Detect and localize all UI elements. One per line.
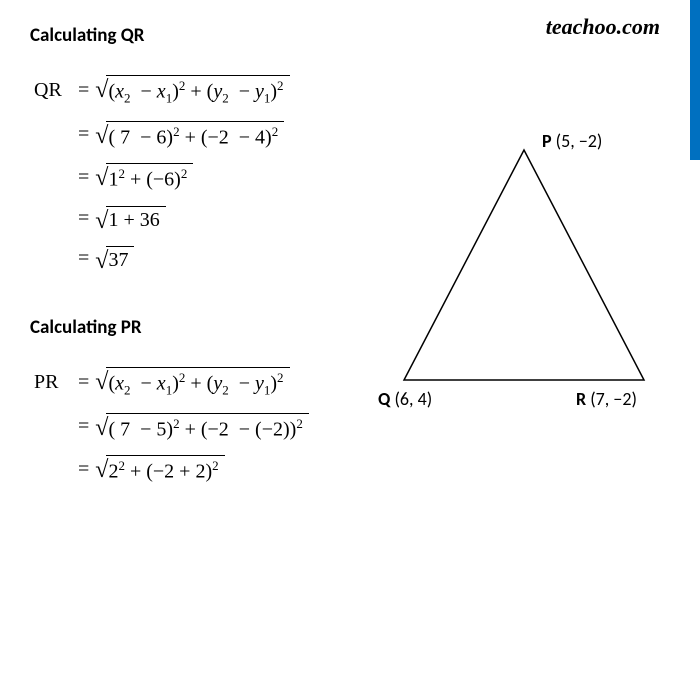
radical-icon: √ [95,370,108,402]
radical-icon: √ [95,416,108,445]
sqrt-expr: √ 22 + (−2 + 2)2 [95,455,224,484]
radicand: (x2 − x1)2 + (y2 − y1)2 [106,75,289,107]
triangle-svg [384,130,664,420]
vertex-coords: (7, −2) [590,388,637,410]
triangle-diagram: P (5, −2) Q (6, 4) R (7, −2) [384,130,664,420]
site-logo: teachoo.com [546,14,660,40]
triangle-shape [404,150,644,380]
sqrt-expr: √ 37 [95,246,134,272]
pr-lhs: PR [34,371,78,394]
equals-sign: = [78,79,89,102]
equals-sign: = [78,371,89,394]
radicand: 22 + (−2 + 2)2 [106,455,224,484]
radical-icon: √ [95,124,108,153]
equals-sign: = [78,207,89,230]
sqrt-expr: √ 12 + (−6)2 [95,163,193,192]
sqrt-expr: √ ( 7 − 5)2 + (−2 − (−2))2 [95,413,309,442]
vertex-label-q: Q (6, 4) [378,388,432,410]
radical-icon: √ [95,209,108,235]
sqrt-expr: √ ( 7 − 6)2 + (−2 − 4)2 [95,121,284,150]
vertex-letter: R [576,388,586,410]
equals-sign: = [78,458,89,481]
equals-sign: = [78,123,89,146]
equals-sign: = [78,415,89,438]
sqrt-expr: √ (x2 − x1)2 + (y2 − y1)2 [95,367,289,399]
radicand: ( 7 − 6)2 + (−2 − 4)2 [106,121,284,150]
side-tab [690,0,700,160]
radicand: 12 + (−6)2 [106,163,193,192]
equals-sign: = [78,247,89,270]
radicand: (x2 − x1)2 + (y2 − y1)2 [106,367,289,399]
equals-sign: = [78,166,89,189]
radical-icon: √ [95,249,108,275]
pr-line-3: = √ 22 + (−2 + 2)2 [34,455,670,484]
qr-line-1: QR = √ (x2 − x1)2 + (y2 − y1)2 [34,75,670,107]
radicand: 1 + 36 [106,206,165,232]
radicand: ( 7 − 5)2 + (−2 − (−2))2 [106,413,308,442]
qr-lhs: QR [34,79,78,102]
sqrt-expr: √ (x2 − x1)2 + (y2 − y1)2 [95,75,289,107]
vertex-letter: Q [378,388,390,410]
sqrt-expr: √ 1 + 36 [95,206,165,232]
radical-icon: √ [95,458,108,487]
vertex-coords: (5, −2) [556,130,603,152]
vertex-letter: P [542,130,552,152]
vertex-coords: (6, 4) [394,388,432,410]
vertex-label-r: R (7, −2) [576,388,637,410]
radical-icon: √ [95,78,108,110]
vertex-label-p: P (5, −2) [542,130,602,152]
radical-icon: √ [95,166,108,195]
radicand: 37 [106,246,134,272]
